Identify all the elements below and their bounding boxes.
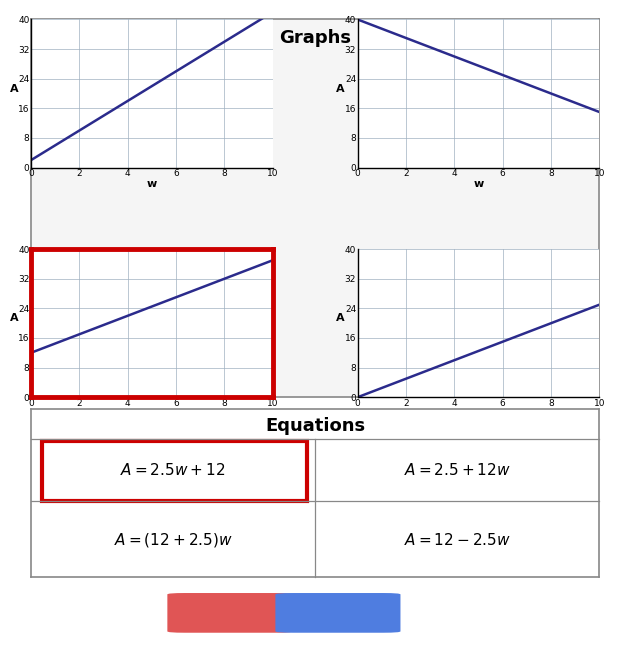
Y-axis label: A: A [336,313,345,323]
FancyBboxPatch shape [167,593,292,632]
X-axis label: w: w [146,409,157,419]
Y-axis label: A: A [9,84,18,93]
Text: Graphs: Graphs [279,29,351,47]
X-axis label: w: w [473,409,484,419]
Text: $A = 2.5 + 12w$: $A = 2.5 + 12w$ [404,463,510,478]
X-axis label: w: w [146,179,157,189]
Text: Equations: Equations [265,417,365,435]
Text: $A = (12 + 2.5)w$: $A = (12 + 2.5)w$ [114,531,232,549]
Y-axis label: A: A [9,313,18,323]
Text: $A = 2.5w + 12$: $A = 2.5w + 12$ [121,463,226,478]
Y-axis label: A: A [336,84,345,93]
X-axis label: w: w [473,179,484,189]
FancyBboxPatch shape [276,593,400,632]
Text: $A = 12 - 2.5w$: $A = 12 - 2.5w$ [404,532,510,548]
